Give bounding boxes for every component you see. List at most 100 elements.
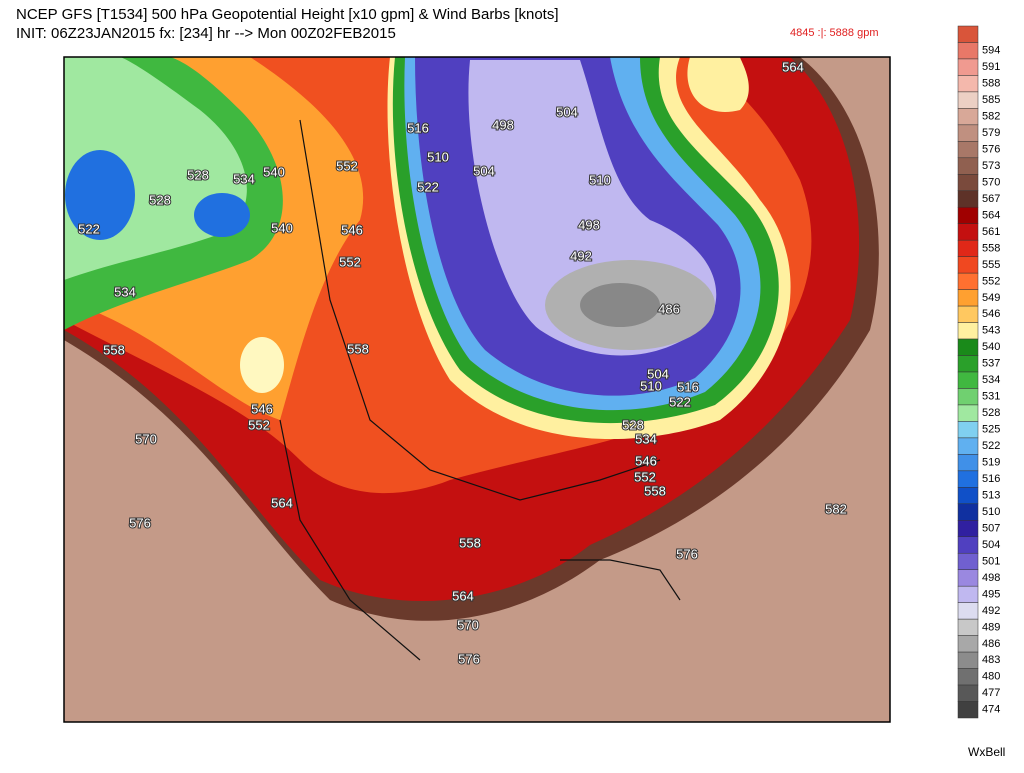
contour-label: 528 bbox=[149, 192, 171, 207]
colorbar-label: 564 bbox=[982, 209, 1000, 221]
contour-label: 510 bbox=[640, 378, 662, 393]
colorbar-swatch bbox=[957, 635, 979, 653]
colorbar-label: 489 bbox=[982, 621, 1000, 633]
map bbox=[64, 57, 890, 722]
colorbar-swatch bbox=[957, 437, 979, 455]
colorbar-swatch bbox=[957, 602, 979, 620]
colorbar-swatch bbox=[957, 651, 979, 669]
contour-label: 576 bbox=[458, 651, 480, 666]
colorbar-swatch bbox=[957, 520, 979, 538]
colorbar-label: 588 bbox=[982, 78, 1000, 90]
colorbar-label: 519 bbox=[982, 457, 1000, 469]
contour-label: 528 bbox=[622, 417, 644, 432]
colorbar-swatch bbox=[957, 338, 979, 356]
colorbar-label: 501 bbox=[982, 555, 1000, 567]
colorbar-swatch bbox=[957, 388, 979, 406]
colorbar-label: 546 bbox=[982, 308, 1000, 320]
contour-label: 522 bbox=[669, 394, 691, 409]
colorbar-swatch bbox=[957, 157, 979, 175]
colorbar-label: 591 bbox=[982, 61, 1000, 73]
colorbar-label: 534 bbox=[982, 374, 1000, 386]
contour-label: 552 bbox=[339, 254, 361, 269]
colorbar-label: 570 bbox=[982, 176, 1000, 188]
colorbar-swatch bbox=[957, 25, 979, 43]
contour-label: 564 bbox=[271, 495, 293, 510]
contour-label: 552 bbox=[336, 158, 358, 173]
colorbar-swatch bbox=[957, 190, 979, 208]
colorbar-label: 558 bbox=[982, 242, 1000, 254]
colorbar-label: 498 bbox=[982, 572, 1000, 584]
contour-label: 546 bbox=[635, 453, 657, 468]
colorbar-label: 486 bbox=[982, 638, 1000, 650]
colorbar-label: 477 bbox=[982, 687, 1000, 699]
colorbar-swatch bbox=[957, 668, 979, 686]
colorbar-label: 594 bbox=[982, 45, 1000, 57]
contour-label: 570 bbox=[135, 431, 157, 446]
colorbar-label: 480 bbox=[982, 671, 1000, 683]
contour-label: 546 bbox=[341, 222, 363, 237]
contour-label: 540 bbox=[263, 164, 285, 179]
colorbar-swatch bbox=[957, 42, 979, 60]
contour-label: 576 bbox=[129, 515, 151, 530]
contour-label: 492 bbox=[570, 248, 592, 263]
range-text: 4845 :|: 5888 gpm bbox=[790, 27, 878, 39]
colorbar-swatch bbox=[957, 58, 979, 76]
colorbar-label: 573 bbox=[982, 160, 1000, 172]
field-516-east bbox=[194, 193, 250, 237]
colorbar-swatch bbox=[957, 355, 979, 373]
contour-label: 522 bbox=[78, 221, 100, 236]
colorbar-swatch bbox=[957, 404, 979, 422]
contour-label: 528 bbox=[187, 167, 209, 182]
colorbar-swatch bbox=[957, 421, 979, 439]
colorbar-label: 576 bbox=[982, 143, 1000, 155]
contour-label: 534 bbox=[114, 284, 136, 299]
contour-label: 558 bbox=[103, 342, 125, 357]
contour-label: 486 bbox=[658, 301, 680, 316]
colorbar-swatch bbox=[957, 141, 979, 159]
colorbar-label: 555 bbox=[982, 259, 1000, 271]
contour-label: 504 bbox=[647, 366, 669, 381]
colorbar-label: 483 bbox=[982, 654, 1000, 666]
colorbar-swatch bbox=[957, 470, 979, 488]
colorbar-label: 579 bbox=[982, 127, 1000, 139]
colorbar-swatch bbox=[957, 552, 979, 570]
colorbar-swatch bbox=[957, 454, 979, 472]
contour-label: 564 bbox=[782, 59, 804, 74]
colorbar-swatch bbox=[957, 239, 979, 257]
colorbar-label: 549 bbox=[982, 292, 1000, 304]
contour-label: 498 bbox=[492, 117, 514, 132]
colorbar-swatch bbox=[957, 305, 979, 323]
field-480 bbox=[580, 283, 660, 327]
contour-label: 552 bbox=[634, 469, 656, 484]
field-543-ne bbox=[687, 57, 749, 112]
contour-label: 522 bbox=[417, 179, 439, 194]
contour-label: 510 bbox=[427, 149, 449, 164]
colorbar-label: 507 bbox=[982, 522, 1000, 534]
colorbar-swatch bbox=[957, 322, 979, 340]
colorbar-label: 525 bbox=[982, 424, 1000, 436]
contour-label: 552 bbox=[248, 417, 270, 432]
colorbar-label: 522 bbox=[982, 440, 1000, 452]
colorbar-label: 537 bbox=[982, 358, 1000, 370]
colorbar-swatch bbox=[957, 569, 979, 587]
colorbar-swatch bbox=[957, 487, 979, 505]
contour-label: 534 bbox=[233, 171, 255, 186]
colorbar-label: 492 bbox=[982, 605, 1000, 617]
contour-label: 564 bbox=[452, 588, 474, 603]
field-516-west bbox=[65, 150, 135, 240]
colorbar-label: 543 bbox=[982, 325, 1000, 337]
colorbar-label: 531 bbox=[982, 391, 1000, 403]
contour-label: 534 bbox=[635, 431, 657, 446]
contour-label: 582 bbox=[825, 501, 847, 516]
field-543-low bbox=[240, 337, 284, 393]
contour-label: 516 bbox=[407, 120, 429, 135]
colorbar-swatch bbox=[957, 108, 979, 126]
title-line-1: NCEP GFS [T1534] 500 hPa Geopotential He… bbox=[16, 6, 559, 23]
colorbar-swatch bbox=[957, 174, 979, 192]
colorbar-swatch bbox=[957, 91, 979, 109]
contour-label: 504 bbox=[556, 104, 578, 119]
contour-label: 540 bbox=[271, 220, 293, 235]
